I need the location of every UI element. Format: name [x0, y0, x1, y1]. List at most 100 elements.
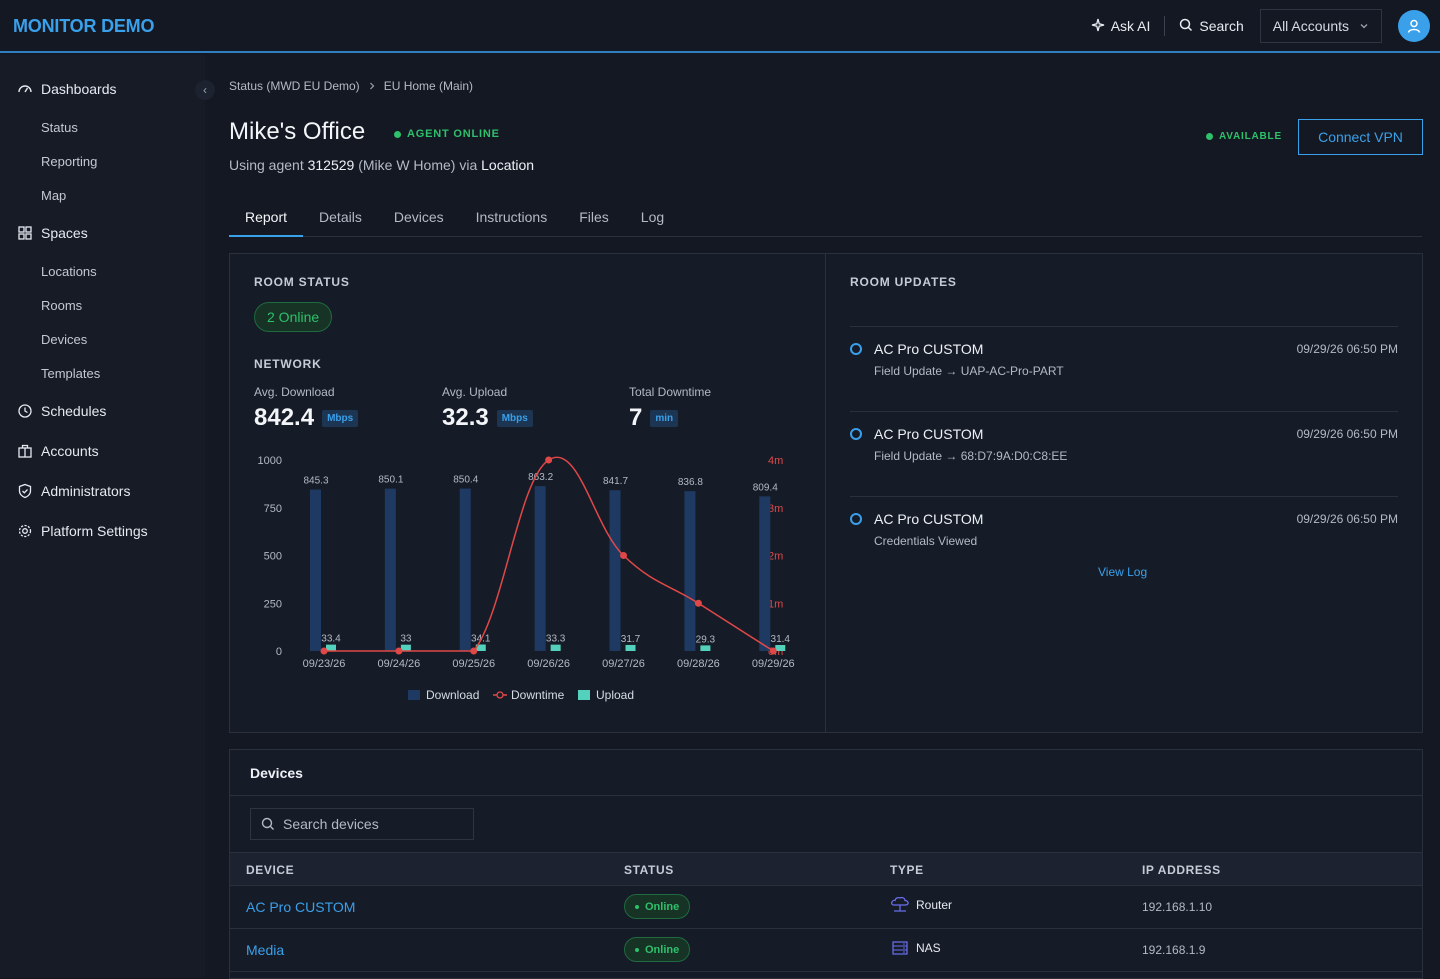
tab-instructions[interactable]: Instructions	[475, 209, 548, 225]
sidebar-item-devices[interactable]: Devices	[41, 332, 88, 347]
tab-files[interactable]: Files	[579, 209, 609, 225]
status-dot	[635, 947, 639, 952]
view-log-link[interactable]: View Log	[1098, 565, 1148, 579]
data-label: 33.4	[321, 634, 341, 645]
divider	[825, 254, 826, 732]
connect-vpn-button[interactable]: Connect VPN	[1298, 119, 1423, 155]
breadcrumb-item[interactable]: Status (MWD EU Demo)	[229, 79, 360, 93]
circle-icon	[850, 513, 862, 525]
agent-info: Using agent 312529 (Mike W Home) via Loc…	[229, 157, 534, 173]
download-bar	[759, 496, 771, 651]
y2-axis-tick-label: 2m	[768, 551, 783, 563]
sidebar-item-label: Spaces	[41, 225, 88, 241]
sidebar-item-platform-settings[interactable]: Platform Settings	[17, 523, 148, 539]
tab-devices[interactable]: Devices	[393, 209, 444, 225]
column-header-type[interactable]: TYPE	[890, 863, 924, 877]
downtime-point	[320, 647, 328, 655]
network-chart: 025050075010000m1m2m3m4m845.333.409/23/2…	[258, 455, 795, 702]
y2-axis-tick-label: 3m	[768, 503, 783, 515]
account-select-value: All Accounts	[1272, 18, 1349, 34]
search-icon	[1179, 18, 1193, 35]
downtime-point	[545, 456, 553, 464]
divider	[1164, 16, 1166, 36]
downtime-metric: 7 min	[629, 404, 679, 432]
room-updates-heading: ROOM UPDATES	[850, 275, 957, 289]
sidebar-item-status[interactable]: Status	[41, 120, 78, 135]
upload-bar	[550, 644, 561, 651]
sidebar-item-locations[interactable]: Locations	[41, 264, 97, 279]
data-label: 33	[400, 634, 412, 645]
circle-icon	[850, 343, 862, 355]
sidebar-item-spaces[interactable]: Spaces	[17, 225, 88, 241]
sparkle-icon	[1091, 18, 1105, 35]
sidebar-item-templates[interactable]: Templates	[41, 366, 101, 381]
table-row[interactable]: Media Online NAS 192.168.1.9	[230, 929, 1422, 972]
sidebar-item-schedules[interactable]: Schedules	[17, 403, 106, 419]
column-header-ip[interactable]: IP ADDRESS	[1142, 863, 1221, 877]
x-axis-tick-label: 09/29/26	[752, 658, 795, 670]
clock-icon	[18, 404, 32, 418]
upload-bar	[775, 645, 786, 651]
devices-heading: Devices	[250, 765, 303, 781]
sidebar-item-map[interactable]: Map	[41, 188, 67, 203]
sidebar-item-dashboards[interactable]: Dashboards	[17, 81, 117, 97]
table-row[interactable]: AC Pro CUSTOM Online Router 192.168.1.10	[230, 886, 1422, 929]
sidebar-item-label: Dashboards	[41, 81, 117, 97]
legend-swatch-downtime-marker	[496, 691, 504, 699]
sidebar-item-label: Accounts	[41, 443, 99, 459]
update-item[interactable]: AC Pro CUSTOM Field Update → UAP-AC-Pro-…	[850, 326, 1398, 411]
sidebar-collapse-button[interactable]: ‹	[195, 80, 215, 100]
tab-details[interactable]: Details	[319, 209, 362, 225]
data-label: 809.4	[753, 482, 778, 493]
search-button[interactable]: Search	[1165, 9, 1257, 43]
sidebar-item-administrators[interactable]: Administrators	[17, 483, 130, 499]
user-avatar[interactable]	[1398, 10, 1430, 42]
status-badge: Online	[624, 937, 691, 962]
avg-download-value: 842.4	[254, 404, 315, 431]
downtime-point	[395, 647, 403, 655]
device-name-link[interactable]: AC Pro CUSTOM	[246, 899, 356, 915]
device-type-label: Router	[916, 898, 953, 912]
downtime-point	[694, 599, 702, 607]
ip-address: 192.168.1.9	[1142, 943, 1206, 957]
search-placeholder: Search devices	[283, 816, 379, 832]
agent-id: 312529	[307, 157, 355, 173]
breadcrumb-item[interactable]: EU Home (Main)	[383, 79, 474, 93]
tab-log[interactable]: Log	[640, 209, 665, 225]
avg-download-label: Avg. Download	[254, 385, 335, 399]
account-select[interactable]: All Accounts	[1259, 9, 1382, 43]
legend-label-downtime: Downtime	[511, 688, 565, 702]
update-name: AC Pro CUSTOM	[874, 341, 984, 357]
legend-label-download: Download	[426, 688, 479, 702]
unit-badge: Mbps	[496, 409, 533, 427]
unit-badge: min	[650, 409, 679, 427]
building-icon	[18, 444, 32, 458]
ask-ai-button[interactable]: Ask AI	[1077, 9, 1165, 43]
update-item[interactable]: AC Pro CUSTOM Field Update → 68:D7:9A:D0…	[850, 411, 1398, 496]
column-header-status[interactable]: STATUS	[624, 863, 674, 877]
update-item[interactable]: AC Pro CUSTOM Credentials Viewed 09/29/2…	[850, 496, 1398, 581]
search-devices-input[interactable]: Search devices	[250, 808, 474, 840]
room-status-heading: ROOM STATUS	[254, 275, 350, 289]
download-bar	[384, 488, 396, 651]
data-label: 863.2	[528, 472, 553, 483]
status-label: Online	[645, 943, 680, 956]
download-bar	[310, 489, 321, 651]
downtime-point	[769, 647, 777, 655]
page-title: Mike's Office	[229, 118, 366, 145]
tab-report[interactable]: Report	[229, 198, 304, 237]
downtime-label: Total Downtime	[629, 385, 712, 399]
sidebar-item-accounts[interactable]: Accounts	[17, 443, 99, 459]
search-label: Search	[1199, 18, 1244, 34]
brand-logo[interactable]: MONITOR DEMO	[13, 16, 155, 36]
column-header-device[interactable]: DEVICE	[246, 863, 295, 877]
sidebar-item-rooms[interactable]: Rooms	[41, 298, 83, 313]
update-time: 09/29/26 06:50 PM	[1296, 342, 1398, 356]
sidebar-item-label: Platform Settings	[41, 523, 148, 539]
chevron-left-icon: ‹	[203, 83, 207, 97]
sidebar-item-reporting[interactable]: Reporting	[41, 154, 98, 169]
location-link[interactable]: Location	[481, 157, 535, 173]
data-label: 31.7	[621, 634, 641, 645]
device-name-link[interactable]: Media	[246, 942, 285, 958]
y-axis-tick-label: 0	[276, 646, 282, 658]
